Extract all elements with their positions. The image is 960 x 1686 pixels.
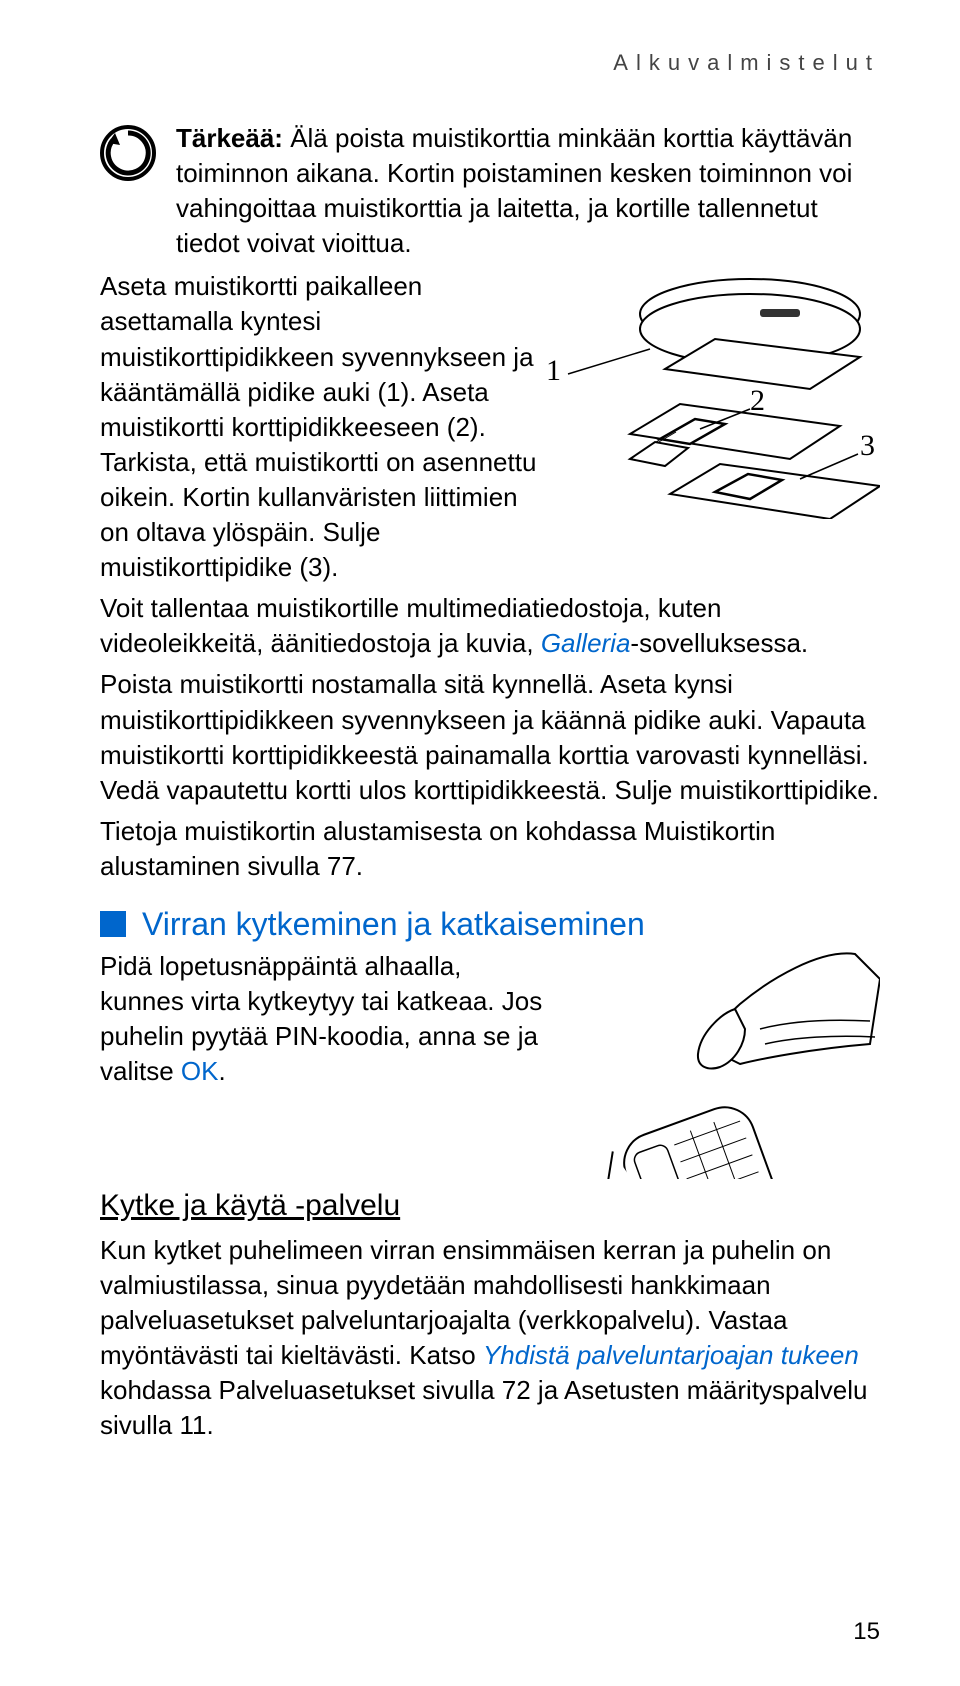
body-paragraph-3: Tietoja muistikortin alustamisesta on ko… (100, 814, 880, 884)
power-on-diagram (560, 949, 880, 1179)
section-heading-row: Virran kytkeminen ja katkaiseminen (100, 906, 880, 943)
callout-3: 3 (860, 429, 875, 463)
callout-1: 1 (546, 354, 561, 388)
callout-2: 2 (750, 384, 765, 418)
ok-link: OK (181, 1056, 219, 1086)
sub-heading: Kytke ja käytä -palvelu (100, 1189, 880, 1223)
memory-card-diagram: 1 2 3 (550, 269, 880, 519)
body-paragraph-2: Poista muistikortti nostamalla sitä kynn… (100, 667, 880, 807)
body-paragraph-1b: Voit tallentaa muistikortille multimedia… (100, 591, 880, 661)
warning-text: Tärkeää: Älä poista muistikorttia minkää… (176, 121, 880, 261)
provider-link: Yhdistä palveluntarjoajan tukeen (483, 1340, 859, 1370)
running-header: Alkuvalmistelut (100, 50, 880, 76)
page-number: 15 (853, 1618, 880, 1646)
power-section: Pidä lopetusnäppäintä alhaalla, kunnes v… (100, 949, 880, 1089)
heading-bullet-icon (100, 911, 126, 937)
galleria-link: Galleria (541, 628, 631, 658)
power-p-pre: Pidä lopetusnäppäintä alhaalla, kunnes v… (100, 951, 542, 1086)
warning-block: Tärkeää: Älä poista muistikorttia minkää… (100, 121, 880, 261)
memory-card-section: 1 2 3 Aseta muistikortti paikalleen aset… (100, 269, 880, 661)
warning-label: Tärkeää: (176, 123, 283, 153)
warning-arrow-icon (100, 125, 156, 181)
sub-p-post: kohdassa Palveluasetukset sivulla 72 ja … (100, 1375, 867, 1440)
power-p-post: . (219, 1056, 226, 1086)
section-heading: Virran kytkeminen ja katkaiseminen (142, 906, 645, 943)
subsection-paragraph: Kun kytket puhelimeen virran ensimmäisen… (100, 1233, 880, 1444)
p1b-post: -sovelluksessa. (630, 628, 808, 658)
